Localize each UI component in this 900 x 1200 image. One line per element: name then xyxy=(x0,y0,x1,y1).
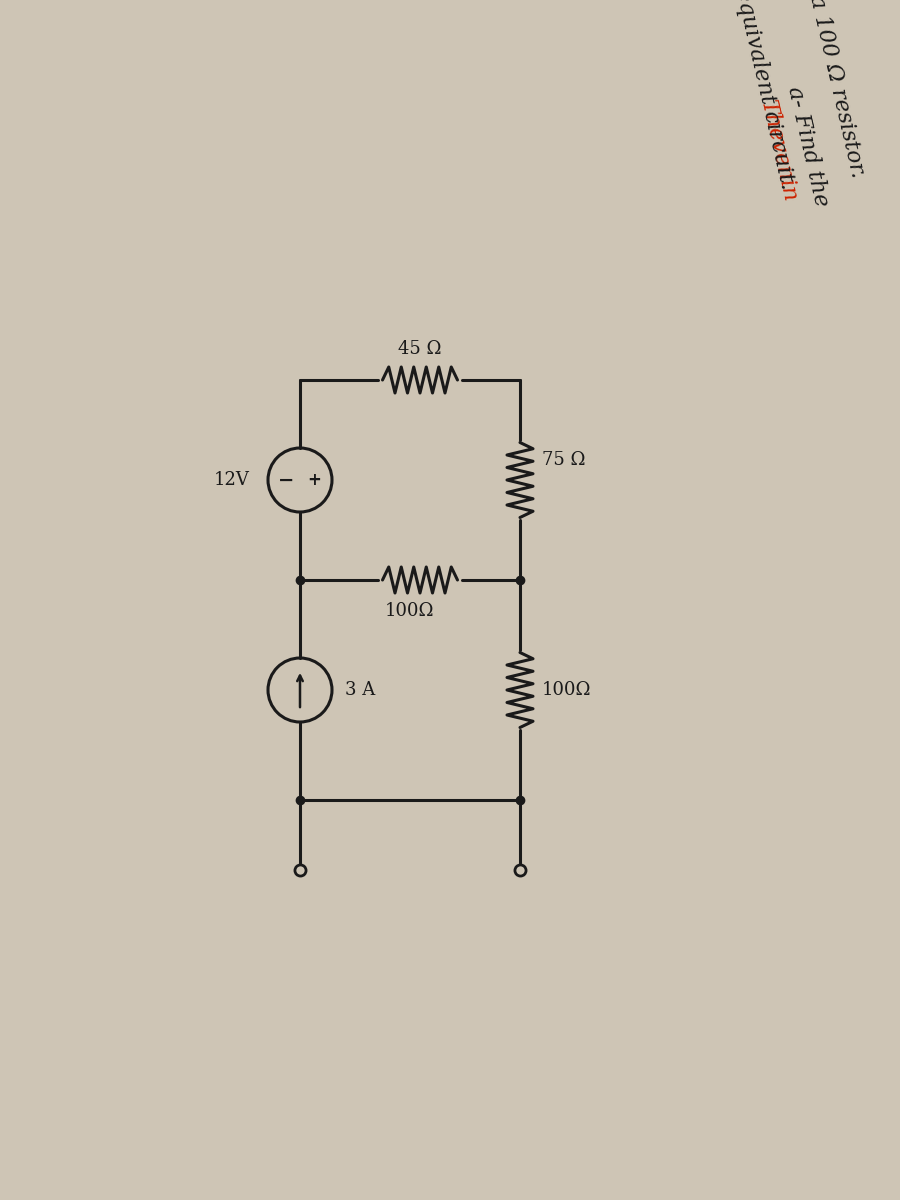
Text: −: − xyxy=(278,470,294,490)
Text: 45 Ω: 45 Ω xyxy=(398,340,442,358)
Text: b- Determine the power delivered to a 100 Ω resistor.: b- Determine the power delivered to a 10… xyxy=(711,0,868,180)
Text: 100Ω: 100Ω xyxy=(542,680,591,698)
Text: +: + xyxy=(307,472,321,490)
Text: a- Find the: a- Find the xyxy=(783,84,833,216)
Text: 3 A: 3 A xyxy=(345,680,375,698)
Text: equivalent circuit.: equivalent circuit. xyxy=(729,0,798,192)
Text: Thevenin: Thevenin xyxy=(756,97,801,204)
Text: 100Ω: 100Ω xyxy=(385,602,435,620)
Text: 12V: 12V xyxy=(214,472,250,490)
Text: 75 Ω: 75 Ω xyxy=(542,451,586,469)
